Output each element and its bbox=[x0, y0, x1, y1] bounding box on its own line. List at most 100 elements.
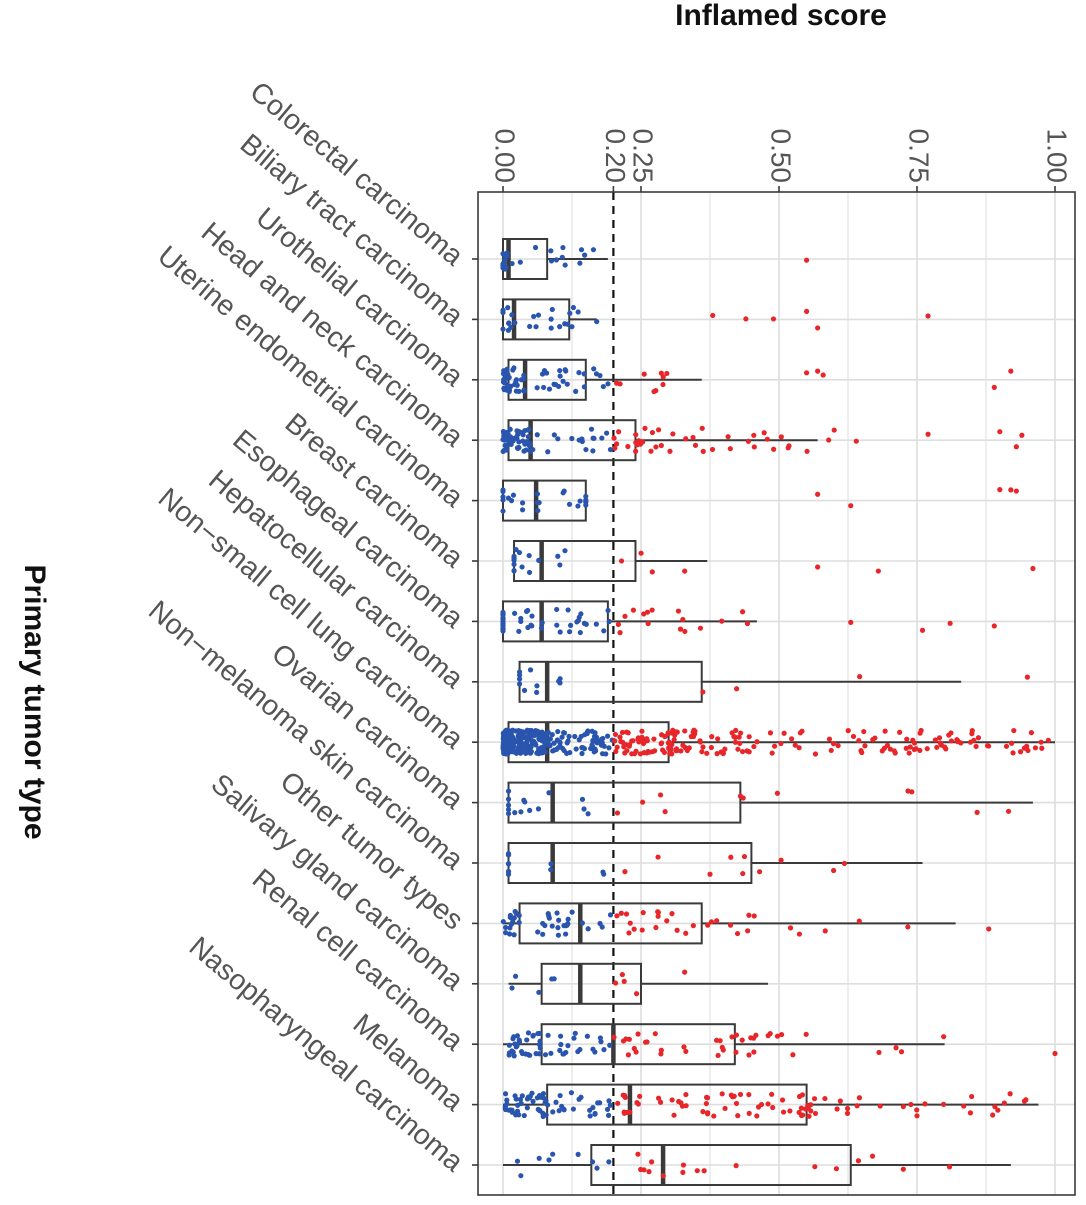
data-point bbox=[572, 1030, 578, 1036]
data-point bbox=[627, 920, 633, 926]
data-point bbox=[924, 746, 930, 752]
data-point bbox=[751, 444, 757, 450]
data-point bbox=[540, 744, 546, 750]
data-point bbox=[502, 1105, 508, 1112]
data-point bbox=[555, 436, 561, 442]
data-point bbox=[903, 745, 909, 751]
data-point bbox=[562, 548, 568, 554]
data-point bbox=[637, 751, 644, 757]
data-point bbox=[1003, 743, 1010, 749]
data-point bbox=[543, 732, 549, 738]
data-point bbox=[535, 806, 542, 812]
data-point bbox=[667, 744, 673, 750]
data-point bbox=[861, 728, 867, 735]
data-point bbox=[572, 733, 578, 740]
data-point bbox=[500, 436, 506, 443]
data-point bbox=[728, 1092, 734, 1098]
data-point bbox=[556, 1108, 562, 1114]
data-point bbox=[622, 1094, 628, 1101]
data-point bbox=[521, 448, 527, 454]
data-point bbox=[683, 1048, 689, 1055]
data-point bbox=[729, 1034, 735, 1040]
data-point bbox=[746, 1110, 752, 1116]
data-point bbox=[508, 324, 514, 330]
data-point bbox=[587, 1113, 593, 1119]
data-point bbox=[691, 727, 697, 733]
data-point bbox=[591, 435, 597, 441]
data-point bbox=[680, 1162, 687, 1168]
data-point bbox=[606, 745, 612, 751]
data-point bbox=[812, 751, 819, 757]
data-point bbox=[536, 557, 542, 563]
data-point bbox=[612, 980, 619, 986]
x-tick-label: 0.75 bbox=[904, 129, 935, 184]
data-point bbox=[519, 564, 525, 570]
data-point bbox=[507, 931, 513, 937]
data-point bbox=[562, 367, 568, 373]
outlier-point bbox=[997, 487, 1003, 493]
data-point bbox=[655, 1095, 662, 1101]
data-point bbox=[583, 499, 589, 505]
data-point bbox=[631, 926, 637, 932]
data-point bbox=[556, 917, 562, 923]
data-point bbox=[554, 606, 560, 613]
data-point bbox=[505, 788, 512, 794]
data-point bbox=[771, 743, 778, 749]
data-point bbox=[506, 387, 513, 393]
data-point bbox=[516, 681, 523, 687]
data-point bbox=[514, 428, 520, 434]
data-point bbox=[601, 743, 607, 749]
data-point bbox=[697, 625, 704, 631]
data-point bbox=[1001, 1100, 1007, 1106]
data-point bbox=[754, 1113, 760, 1119]
data-point bbox=[564, 750, 570, 756]
data-point bbox=[653, 924, 659, 931]
data-point bbox=[834, 1106, 840, 1112]
data-point bbox=[505, 796, 512, 802]
data-point bbox=[767, 730, 774, 736]
data-point bbox=[607, 1102, 613, 1108]
data-point bbox=[746, 1091, 752, 1098]
data-point bbox=[569, 909, 575, 915]
data-point bbox=[520, 376, 527, 382]
data-point bbox=[509, 742, 516, 748]
data-point bbox=[523, 1051, 529, 1057]
data-point bbox=[1032, 745, 1039, 751]
data-point bbox=[740, 870, 746, 877]
data-point bbox=[804, 448, 810, 454]
data-point bbox=[908, 1101, 914, 1108]
data-point bbox=[530, 1032, 536, 1038]
data-point bbox=[516, 676, 523, 682]
data-point bbox=[604, 430, 610, 436]
data-point bbox=[531, 738, 537, 744]
data-point bbox=[683, 930, 689, 936]
data-point bbox=[567, 310, 573, 316]
data-point bbox=[567, 622, 574, 628]
data-point bbox=[645, 620, 651, 627]
data-point bbox=[611, 1034, 617, 1040]
data-point bbox=[862, 743, 868, 749]
data-point bbox=[548, 316, 554, 322]
data-point bbox=[592, 1110, 598, 1117]
data-point bbox=[649, 429, 656, 436]
data-point bbox=[856, 918, 862, 924]
data-point bbox=[634, 1100, 640, 1106]
data-point bbox=[546, 913, 552, 919]
data-point bbox=[516, 1039, 523, 1045]
data-point bbox=[571, 1035, 577, 1041]
data-point bbox=[515, 733, 521, 739]
data-point bbox=[746, 734, 752, 740]
data-point bbox=[922, 1101, 928, 1107]
data-point bbox=[711, 1113, 717, 1119]
data-point bbox=[677, 626, 684, 632]
data-point bbox=[642, 425, 648, 431]
chart-title: Inflamed score bbox=[675, 0, 887, 32]
data-point bbox=[737, 740, 743, 746]
data-point bbox=[555, 728, 561, 735]
data-point bbox=[844, 1105, 851, 1112]
data-point bbox=[670, 431, 676, 437]
data-point bbox=[518, 1173, 524, 1179]
data-point bbox=[600, 869, 606, 875]
data-point bbox=[917, 747, 923, 754]
data-point bbox=[589, 728, 595, 734]
